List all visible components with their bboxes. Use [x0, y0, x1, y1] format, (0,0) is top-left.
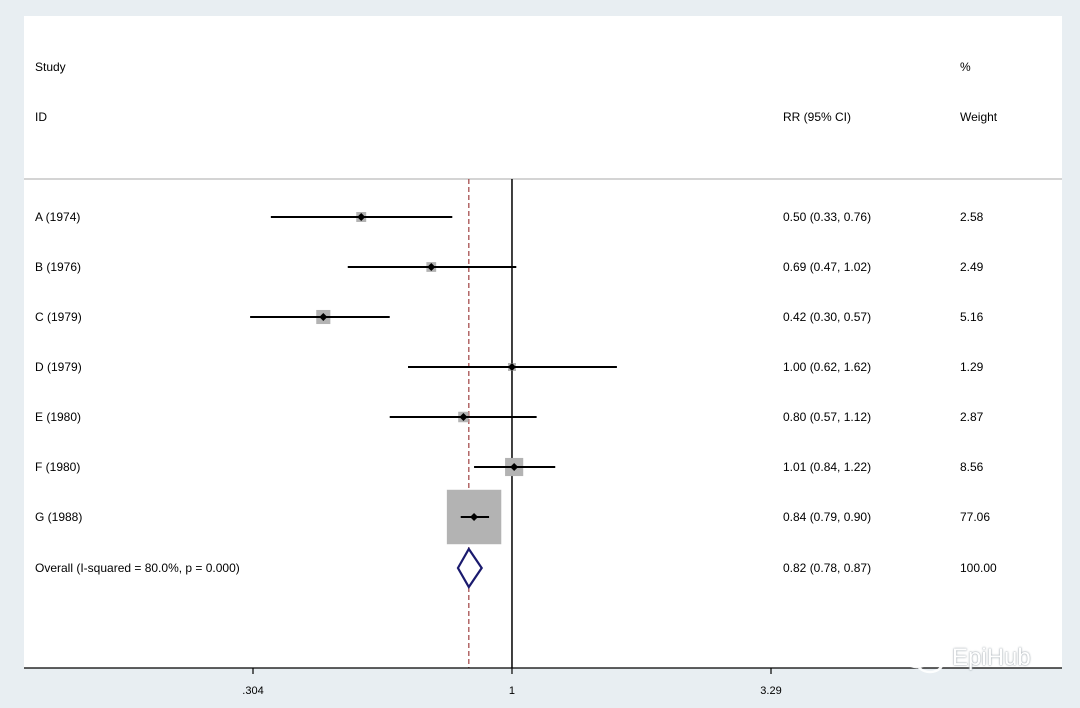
overall-label: Overall (I-squared = 80.0%, p = 0.000) — [35, 561, 240, 575]
header-study: Study — [35, 60, 66, 74]
study-label: F (1980) — [35, 460, 81, 474]
study-ci-text: 1.01 (0.84, 1.22) — [783, 460, 872, 474]
study-ci-text: 0.84 (0.79, 0.90) — [783, 510, 872, 524]
study-point-estimate — [470, 513, 479, 521]
study-ci-text: 1.00 (0.62, 1.62) — [783, 360, 872, 374]
study-label: C (1979) — [35, 310, 82, 324]
study-label: E (1980) — [35, 410, 82, 424]
study-point-estimate — [319, 313, 328, 321]
study-label: B (1976) — [35, 260, 82, 274]
study-weight-text: 1.29 — [960, 360, 984, 374]
study-point-estimate — [510, 463, 519, 471]
study-label: G (1988) — [35, 510, 83, 524]
study-label: D (1979) — [35, 360, 82, 374]
watermark-text: EpiHub — [952, 644, 1031, 671]
overall-diamond — [456, 546, 484, 590]
study-ci-text: 0.50 (0.33, 0.76) — [783, 210, 872, 224]
study-weight-text: 2.49 — [960, 260, 984, 274]
study-point-estimate — [427, 263, 436, 271]
overall-ci-text: 0.82 (0.78, 0.87) — [783, 561, 872, 575]
study-point-estimate — [459, 413, 468, 421]
wechat-icon — [900, 641, 945, 674]
study-weight-text: 8.56 — [960, 460, 984, 474]
study-point-estimate — [357, 213, 366, 221]
watermark: EpiHub — [900, 638, 1050, 678]
study-weight-text: 77.06 — [960, 510, 991, 524]
study-ci-text: 0.42 (0.30, 0.57) — [783, 310, 872, 324]
overall-weight-text: 100.00 — [960, 561, 997, 575]
header-effect: RR (95% CI) — [783, 110, 852, 124]
study-ci-text: 0.80 (0.57, 1.12) — [783, 410, 872, 424]
study-point-estimate — [507, 363, 516, 371]
header-weight-percent: % — [960, 60, 971, 74]
study-weight-text: 2.58 — [960, 210, 984, 224]
study-ci-text: 0.69 (0.47, 1.02) — [783, 260, 872, 274]
header-weight: Weight — [960, 110, 998, 124]
x-tick-label: 1 — [508, 685, 516, 697]
study-weight-text: 5.16 — [960, 310, 984, 324]
header-id: ID — [35, 110, 47, 124]
plot-area — [24, 16, 1062, 668]
x-tick-label: .304 — [242, 685, 264, 697]
x-tick-label: 3.29 — [760, 685, 782, 697]
study-weight-text: 2.87 — [960, 410, 984, 424]
study-label: A (1974) — [35, 210, 81, 224]
